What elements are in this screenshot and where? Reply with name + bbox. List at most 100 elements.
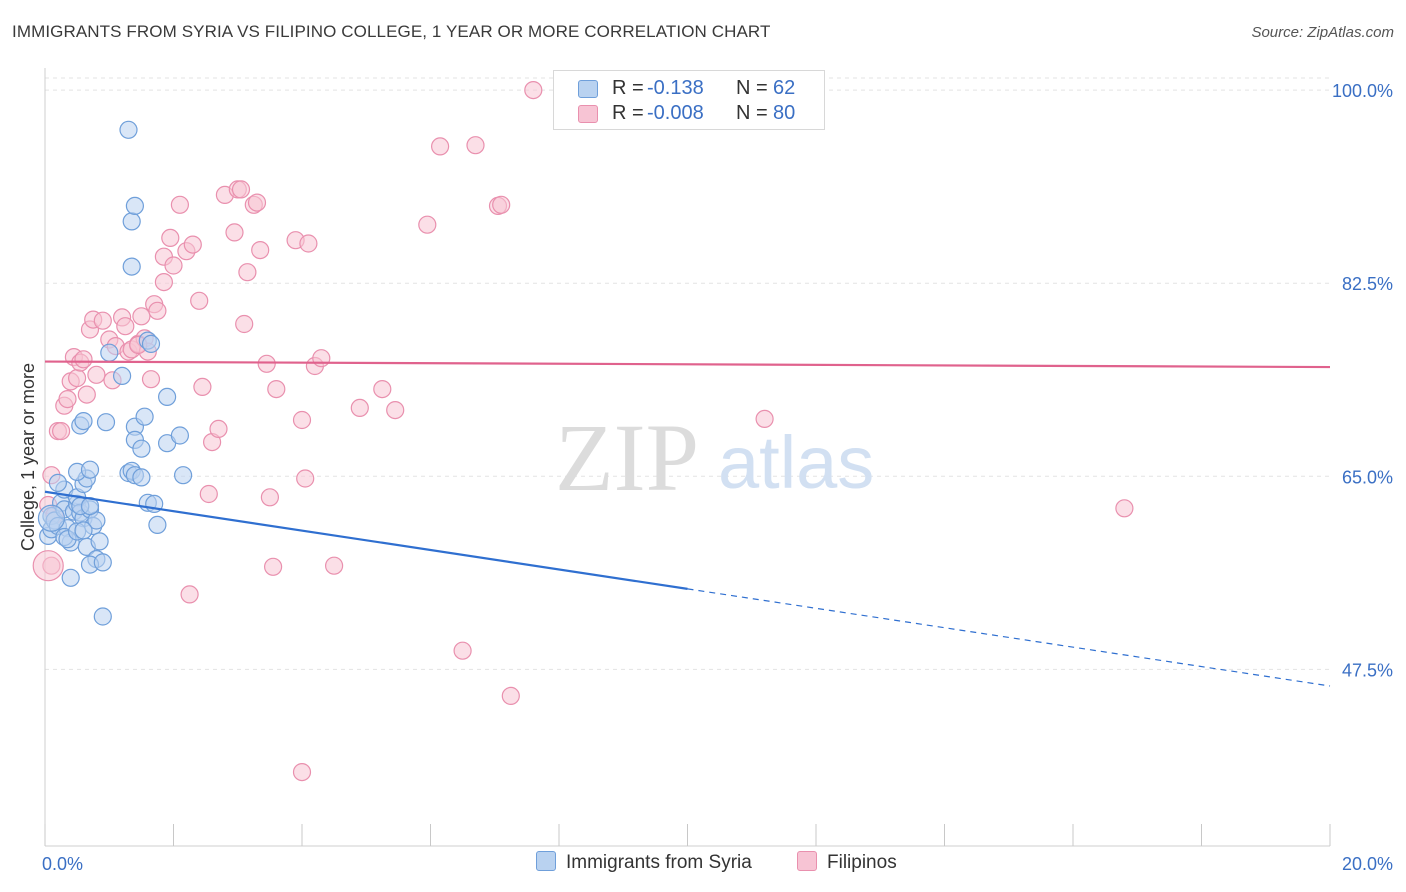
filipino-legend-label: Filipinos	[827, 852, 897, 873]
syria-point	[48, 473, 68, 492]
filipino-point	[755, 409, 774, 428]
syria-point	[112, 366, 132, 385]
source-label: Source: ZipAtlas.com	[1251, 24, 1394, 41]
y-tick-labels: 47.5% 65.0% 82.5% 100.0%	[1332, 81, 1393, 680]
filipino-point	[93, 311, 112, 330]
syria-trend-extension	[687, 588, 1331, 687]
syria-point	[61, 568, 80, 587]
filipino-point	[325, 556, 344, 575]
filipino-point	[247, 193, 267, 212]
filipino-point	[51, 422, 71, 441]
y-tick-label: 65.0%	[1342, 467, 1393, 487]
filipino-point	[292, 762, 312, 782]
filipino-point	[466, 136, 485, 155]
filipino-point	[231, 180, 251, 199]
syria-point	[100, 343, 119, 362]
filipino-point	[350, 398, 369, 417]
syria-point	[74, 521, 93, 540]
filipino-point	[190, 291, 209, 310]
filipino-point	[67, 369, 87, 388]
n-label: N =	[736, 77, 768, 99]
filipino-point	[87, 365, 106, 384]
syria-point	[74, 412, 93, 431]
filipino-point	[251, 241, 270, 260]
filipino-point	[1115, 499, 1134, 518]
filipino-point	[386, 401, 405, 420]
syria-point-large	[37, 504, 66, 532]
filipino-point	[431, 137, 450, 156]
filipino-point	[209, 419, 228, 438]
y-axis-label: College, 1 year or more	[18, 363, 38, 551]
filipino-swatch	[578, 105, 598, 123]
syria-point	[132, 468, 151, 487]
filipino-point	[296, 469, 315, 488]
filipino-point	[193, 377, 212, 396]
filipino-point	[225, 223, 244, 242]
watermark-atlas: atlas	[718, 421, 874, 504]
filipino-point	[183, 235, 202, 254]
filipino-point	[292, 410, 312, 430]
n-label: N =	[736, 102, 768, 124]
syria-point	[135, 407, 154, 426]
filipino-point	[267, 380, 286, 399]
stats-legend: R = -0.138 N = 62 R = -0.008 N = 80	[553, 70, 825, 130]
syria-swatch	[578, 80, 598, 98]
syria-point	[141, 334, 161, 353]
y-tick-label: 82.5%	[1342, 274, 1393, 294]
r-value: -0.008	[647, 102, 704, 124]
filipino-point-large	[32, 550, 64, 582]
x-tick-label-min: 0.0%	[42, 854, 83, 874]
r-label: R =	[612, 77, 644, 99]
syria-point	[125, 196, 144, 215]
filipino-point	[260, 488, 279, 507]
filipino-point	[132, 307, 151, 326]
syria-legend-swatch	[536, 851, 556, 871]
filipino-point	[148, 301, 167, 320]
filipino-point	[180, 585, 199, 604]
x-ticks	[44, 824, 1331, 846]
syria-point	[148, 515, 167, 535]
syria-point	[122, 257, 141, 276]
trend-lines	[44, 360, 1331, 687]
filipino-point	[164, 256, 183, 275]
y-tick-label: 100.0%	[1332, 81, 1393, 101]
syria-point	[93, 553, 112, 572]
legend-item-syria[interactable]: Immigrants from Syria	[536, 851, 752, 874]
filipino-trend-line	[44, 360, 1331, 369]
stats-row-filipino: R = -0.008 N = 80	[554, 102, 824, 126]
gridlines	[45, 77, 1330, 670]
n-value: 80	[773, 102, 796, 124]
watermark-zip: ZIP	[555, 404, 699, 511]
n-value: 62	[773, 77, 796, 99]
filipino-point	[74, 350, 93, 369]
filipino-point	[264, 557, 283, 576]
r-value: -0.138	[647, 77, 704, 99]
filipino-point	[312, 349, 331, 368]
syria-point	[96, 413, 116, 432]
syria-legend-label: Immigrants from Syria	[566, 852, 752, 873]
syria-trend-line	[44, 490, 688, 590]
filipino-point	[373, 380, 392, 399]
filipino-point	[238, 263, 257, 282]
filipino-point	[257, 354, 276, 373]
filipino-point	[170, 195, 189, 214]
x-tick-label-max: 20.0%	[1342, 854, 1393, 874]
filipino-point	[492, 195, 511, 214]
filipino-point	[58, 390, 77, 409]
syria-point	[122, 212, 141, 231]
chart-title: IMMIGRANTS FROM SYRIA VS FILIPINO COLLEG…	[12, 22, 771, 41]
y-tick-label: 47.5%	[1342, 660, 1393, 680]
legend-item-filipinos[interactable]: Filipinos	[797, 851, 897, 874]
syria-point	[119, 120, 138, 139]
syria-point	[132, 439, 151, 458]
syria-point	[93, 607, 112, 626]
watermark: ZIP atlas	[555, 404, 874, 511]
syria-points	[37, 120, 193, 626]
filipino-points	[32, 80, 1134, 782]
filipino-point	[501, 686, 520, 706]
filipino-point	[141, 370, 161, 389]
filipino-point	[161, 228, 180, 247]
syria-point	[158, 387, 177, 406]
filipino-point	[418, 215, 437, 234]
